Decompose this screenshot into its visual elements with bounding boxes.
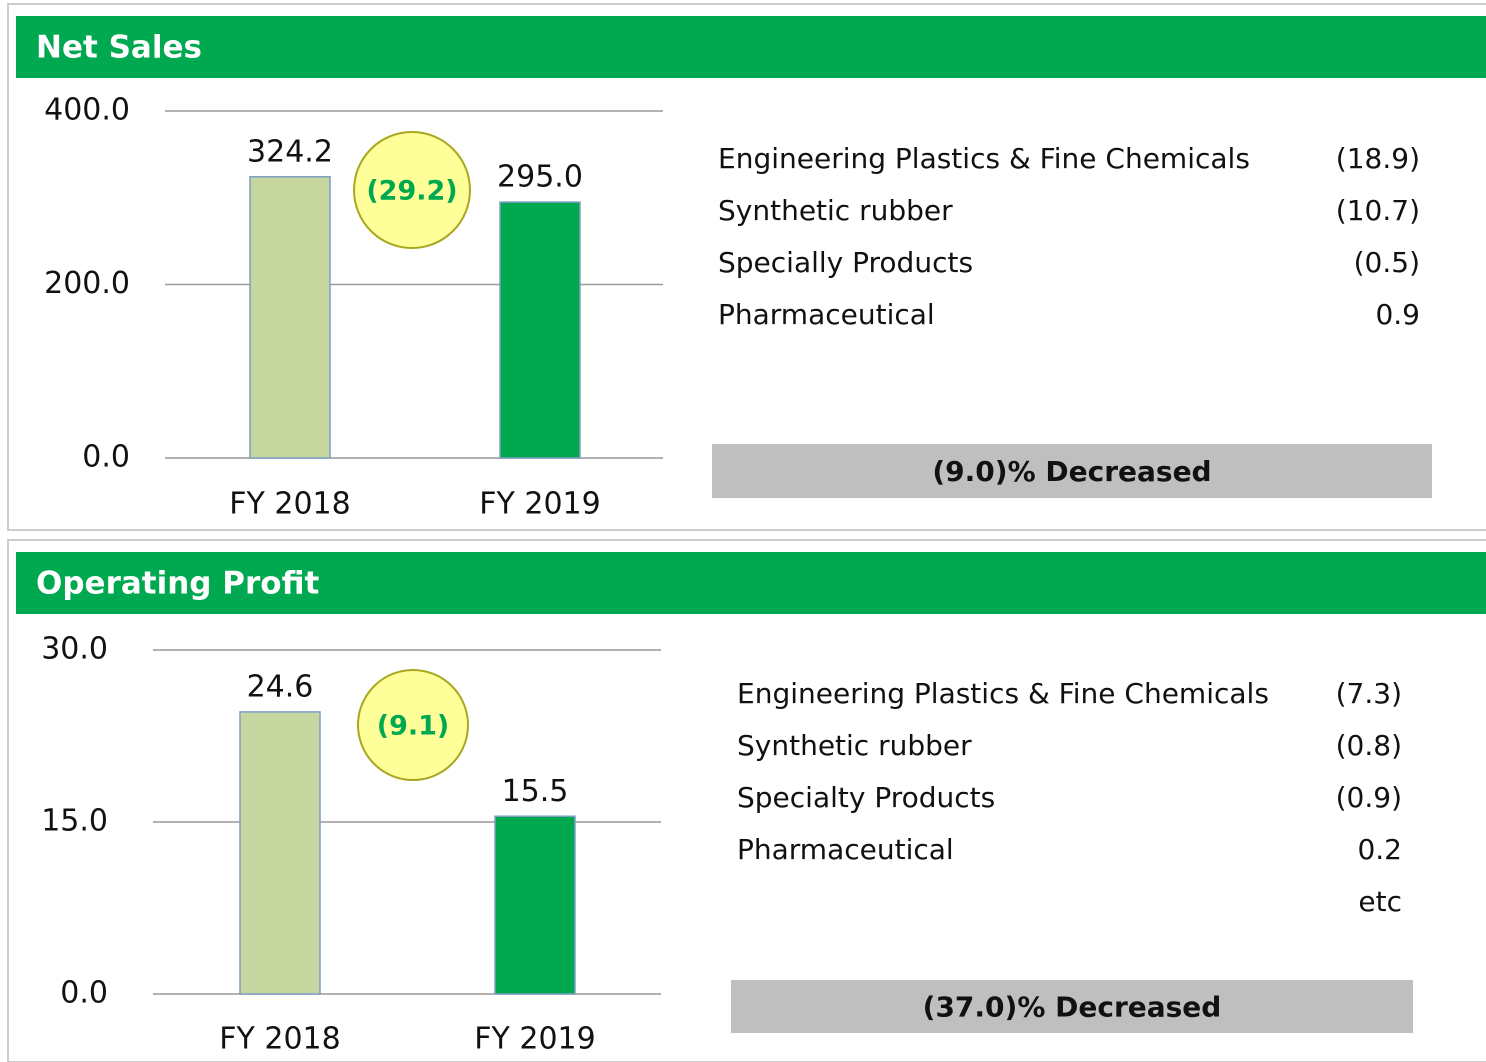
value-label: 15.5: [502, 774, 569, 809]
breakdown-label: Synthetic rubber: [737, 729, 972, 762]
y-tick-label: 200.0: [44, 266, 130, 301]
change-label: (9.1): [377, 711, 450, 742]
panel-frame: [7, 3, 1486, 531]
bar: [249, 176, 331, 459]
panel-frame: [7, 539, 1486, 1062]
breakdown-label: Pharmaceutical: [718, 298, 935, 331]
x-tick-label: FY 2018: [219, 1022, 340, 1057]
header-bar: [16, 552, 1486, 614]
breakdown-value: (10.7): [1336, 194, 1420, 227]
y-tick-label: 30.0: [41, 632, 108, 667]
breakdown-label: Specially Products: [718, 246, 973, 279]
y-tick-label: 0.0: [60, 976, 108, 1011]
breakdown-value: (7.3): [1336, 677, 1402, 710]
summary-box: [712, 444, 1432, 498]
change-label: (29.2): [366, 176, 457, 207]
breakdown-value: (0.5): [1354, 246, 1420, 279]
y-tick-label: 15.0: [41, 804, 108, 839]
breakdown-value: 0.2: [1357, 833, 1402, 866]
breakdown-value: (18.9): [1336, 142, 1420, 175]
breakdown-label: Pharmaceutical: [737, 833, 954, 866]
change-circle: [353, 131, 471, 249]
breakdown-label: Engineering Plastics & Fine Chemicals: [718, 142, 1250, 175]
x-tick-label: FY 2019: [474, 1022, 595, 1057]
value-label: 324.2: [247, 134, 333, 169]
breakdown-value: 0.9: [1375, 298, 1420, 331]
summary-box: [731, 980, 1413, 1033]
y-tick-label: 400.0: [44, 93, 130, 128]
panel-title: Net Sales: [36, 30, 202, 66]
summary: (9.0)% Decreased: [932, 455, 1211, 488]
panel-title: Operating Profit: [36, 566, 320, 602]
breakdown-label: Synthetic rubber: [718, 194, 953, 227]
breakdown-value: (0.8): [1336, 729, 1402, 762]
bar: [499, 201, 581, 459]
bar: [494, 815, 576, 995]
bar: [239, 711, 321, 995]
x-tick-label: FY 2019: [479, 487, 600, 522]
breakdown-value: (0.9): [1336, 781, 1402, 814]
note: etc: [1358, 885, 1402, 918]
header-bar: [16, 16, 1486, 78]
breakdown-label: Engineering Plastics & Fine Chemicals: [737, 677, 1269, 710]
value-label: 295.0: [497, 160, 583, 195]
value-label: 24.6: [247, 669, 314, 704]
x-tick-label: FY 2018: [229, 487, 350, 522]
summary: (37.0)% Decreased: [923, 991, 1222, 1024]
y-tick-label: 0.0: [82, 440, 130, 475]
breakdown-label: Specialty Products: [737, 781, 995, 814]
change-circle: [357, 669, 469, 781]
